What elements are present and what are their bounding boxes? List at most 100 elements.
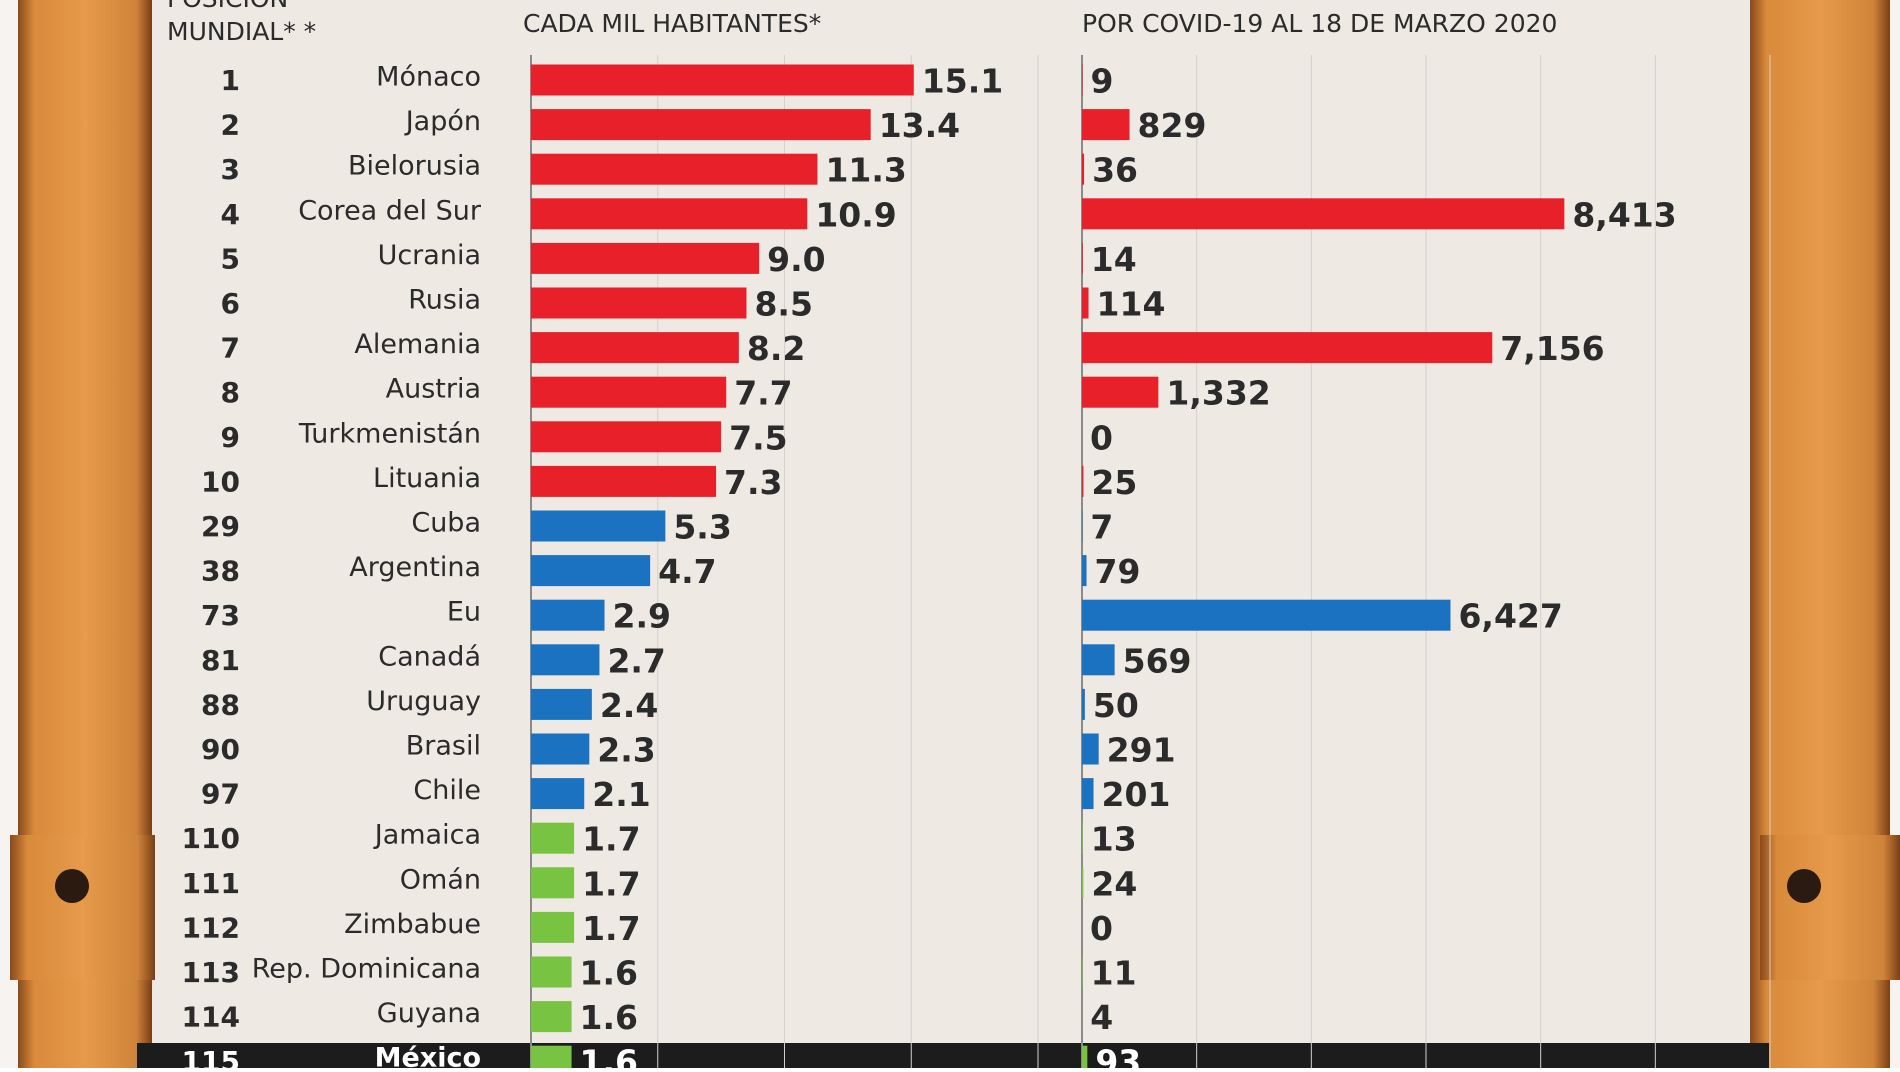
chart-title: POR COVID-19 AL 18 DE MARZO 2020 [1082,9,1557,38]
value-label: 0 [1090,418,1113,457]
category-label: Japón [404,106,481,137]
value-label: 114 [1097,285,1166,324]
bar [531,332,739,363]
value-label: 829 [1138,106,1207,145]
value-label: 36 [1092,151,1138,190]
bar [531,778,584,809]
value-label: 2.1 [592,775,650,814]
category-label: Uruguay [366,686,481,717]
bar [1082,154,1084,185]
rank-label: 111 [182,867,240,900]
value-label: 1.7 [582,909,640,948]
value-label: 2.4 [600,686,658,725]
bar [531,466,716,497]
rank-label: 4 [221,198,240,231]
bar [1082,332,1492,363]
bar [1082,377,1158,408]
bar [531,154,817,185]
value-label: 14 [1091,240,1137,279]
value-label: 4 [1090,998,1113,1037]
value-label: 0 [1090,909,1113,948]
rank-label: 81 [201,644,240,677]
category-label: Chile [413,775,481,806]
bar [531,689,592,720]
bar [531,377,726,408]
category-label: Mónaco [376,62,481,93]
rank-label: 7 [221,332,240,365]
rank-label: 9 [221,421,240,454]
bar [531,421,721,452]
value-label: 2.3 [597,731,655,770]
value-label: 79 [1095,552,1141,591]
category-label: México [375,1043,481,1068]
bar [531,288,746,319]
bar [1082,644,1115,675]
rank-label: 29 [201,510,240,543]
category-label: Jamaica [373,820,481,851]
value-label: 8.2 [747,329,805,368]
value-label: 2.9 [613,597,671,636]
category-label: Omán [400,864,481,895]
rank-label: 113 [182,956,240,989]
rank-label: 6 [221,287,240,320]
rank-label: 110 [182,822,240,855]
bar [1082,957,1083,988]
bar [531,1046,572,1068]
value-label: 201 [1102,775,1171,814]
bar [531,644,599,675]
rank-label: 112 [182,911,240,944]
rank-label: 3 [221,153,240,186]
value-label: 1.6 [580,1043,638,1068]
value-label: 15.1 [922,62,1003,101]
bar [1082,65,1083,96]
value-label: 7.3 [724,463,782,502]
rank-label: 115 [182,1045,240,1068]
bar [1082,109,1130,140]
bar [1082,243,1083,274]
rank-label: 5 [221,242,240,275]
category-label: Argentina [349,552,481,583]
value-label: 13 [1091,820,1137,859]
value-label: 2.7 [607,641,665,680]
rank-label: 88 [201,688,240,721]
chart-title: CADA MIL HABITANTES* [523,9,821,38]
bar [1082,1046,1087,1068]
value-label: 9 [1091,62,1114,101]
category-label: Turkmenistán [298,418,481,449]
category-label: Guyana [377,998,481,1029]
value-label: 50 [1093,686,1139,725]
value-label: 9.0 [767,240,825,279]
category-label: Rusia [408,285,481,316]
bar [531,243,759,274]
category-label: Corea del Sur [298,195,482,226]
bar [1082,867,1083,898]
value-label: 7.7 [734,374,792,413]
category-label: Ucrania [378,240,481,271]
value-label: 7 [1090,508,1113,547]
nail [1787,869,1821,903]
category-label: Austria [386,374,481,405]
value-label: 7,156 [1500,329,1604,368]
value-label: 5.3 [673,508,731,547]
value-label: 569 [1123,641,1192,680]
rank-header: MUNDIAL* * [167,17,316,46]
rank-label: 1 [221,64,240,97]
rank-label: 97 [201,778,240,811]
value-label: 13.4 [879,106,960,145]
value-label: 1.6 [580,998,638,1037]
category-label: Zimbabue [344,909,481,940]
bar [1082,734,1099,765]
value-label: 1.6 [580,954,638,993]
bar [1082,778,1094,809]
value-label: 291 [1107,731,1176,770]
bar [531,198,807,229]
value-label: 10.9 [815,195,896,234]
left-bracket [10,835,155,980]
bar [1082,600,1450,631]
category-label: Bielorusia [348,151,481,182]
bar [531,1001,572,1032]
rank-label: 114 [182,1001,240,1034]
value-label: 24 [1091,864,1137,903]
bar [531,912,574,943]
